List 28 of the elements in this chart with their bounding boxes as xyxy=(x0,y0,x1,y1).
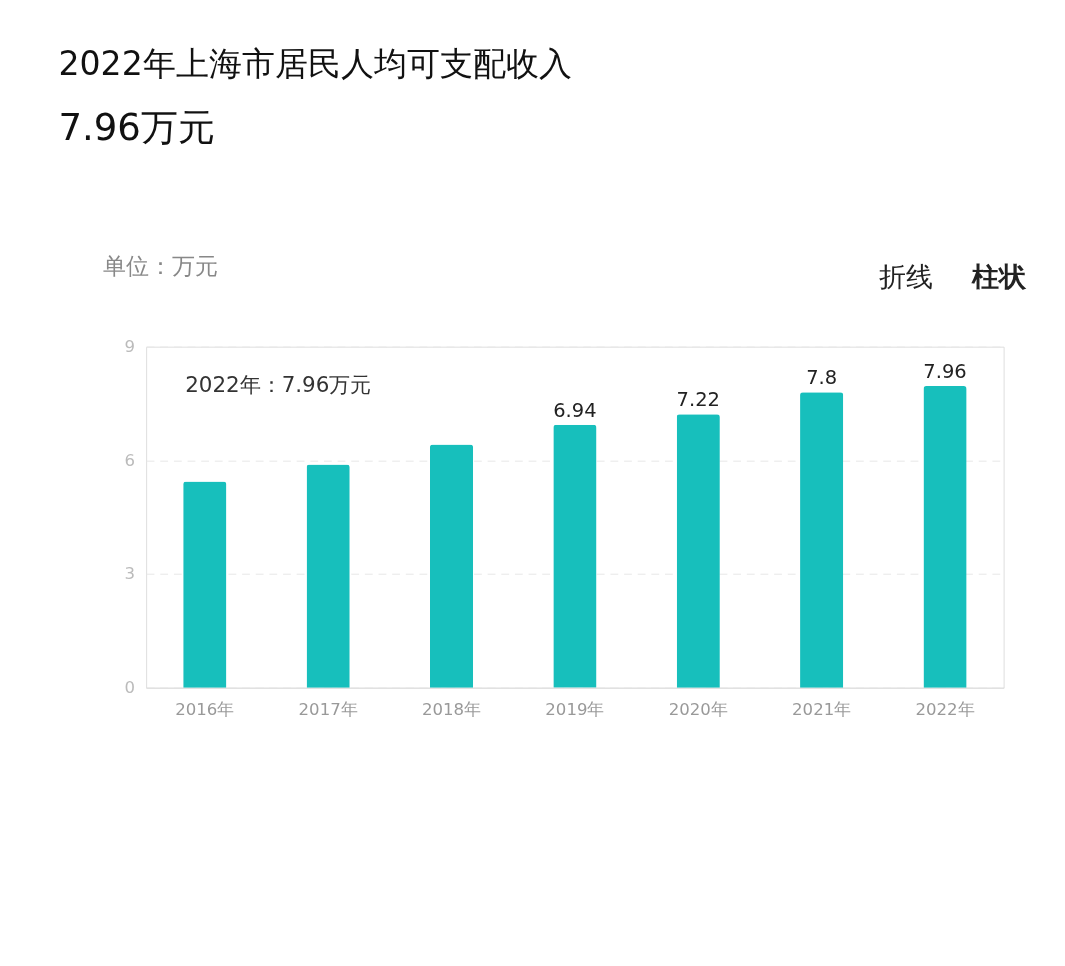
annotation: 2022年：7.96万元 xyxy=(185,372,372,398)
bar xyxy=(553,424,597,688)
chart-subtitle: 7.96万元 xyxy=(58,106,215,150)
data-label: 7.96 xyxy=(923,360,967,384)
y-tick-label: 0 xyxy=(124,678,135,698)
x-tick-label: 2018年 xyxy=(421,699,482,719)
x-tick-label: 2021年 xyxy=(792,699,852,719)
bar xyxy=(676,414,720,688)
bar xyxy=(800,392,844,688)
x-tick-label: 2016年 xyxy=(175,699,235,719)
x-tick-label: 2020年 xyxy=(668,699,728,719)
chart-title: 2022年上海市居民人均可支配收入 xyxy=(58,43,572,83)
bar xyxy=(923,386,967,688)
y-tick-label: 9 xyxy=(124,337,135,357)
data-label: 7.8 xyxy=(806,366,838,390)
text: 折线 xyxy=(879,261,934,293)
y-tick-label: 3 xyxy=(124,564,135,584)
y-tick-label: 6 xyxy=(124,450,135,470)
bar xyxy=(183,481,227,688)
data-label: 6.94 xyxy=(553,398,597,422)
text: 柱状 xyxy=(970,261,1027,293)
x-tick-label: 2019年 xyxy=(545,699,605,719)
bar xyxy=(306,464,350,688)
data-label: 7.22 xyxy=(676,388,720,412)
bar xyxy=(429,444,474,688)
x-tick-label: 2017年 xyxy=(298,699,358,719)
y-axis-title: 单位：万元 xyxy=(102,252,218,281)
x-tick-label: 2022年 xyxy=(915,699,975,719)
